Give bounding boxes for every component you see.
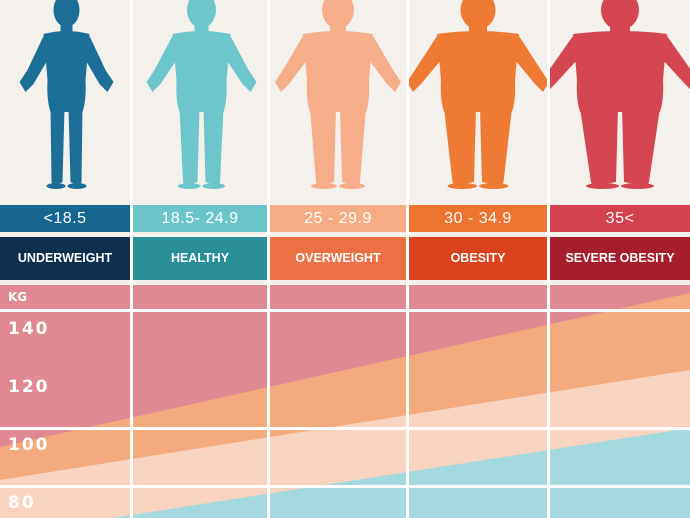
gridline-100 bbox=[0, 427, 690, 430]
bmi-range-underweight: <18.5 bbox=[0, 205, 130, 232]
weight-tick-120: 120 bbox=[8, 377, 50, 397]
obesity-figure-panel bbox=[407, 0, 549, 200]
category-healthy: HEALTHY bbox=[133, 237, 267, 280]
bmi-range-overweight: 25 - 29.9 bbox=[270, 205, 406, 232]
underweight-figure-icon bbox=[19, 0, 114, 189]
bmi-range-healthy: 18.5- 24.9 bbox=[133, 205, 267, 232]
weight-tick-140: 140 bbox=[8, 319, 50, 339]
underweight-figure-panel bbox=[0, 0, 133, 200]
column-divider bbox=[406, 0, 409, 518]
severe-obesity-figure-panel bbox=[541, 0, 690, 200]
band-healthy bbox=[112, 428, 690, 518]
category-underweight: UNDERWEIGHT bbox=[0, 237, 130, 280]
category-obesity: OBESITY bbox=[409, 237, 547, 280]
weight-tick-100: 100 bbox=[8, 435, 50, 455]
gridline-80 bbox=[0, 485, 690, 488]
bmi-range-obesity: 30 - 34.9 bbox=[409, 205, 547, 232]
healthy-figure-panel bbox=[136, 0, 267, 200]
bmi-range-severe-obesity: 35< bbox=[550, 205, 690, 232]
category-overweight: OVERWEIGHT bbox=[270, 237, 406, 280]
weight-tick-80: 80 bbox=[8, 493, 36, 513]
category-label-row: UNDERWEIGHT HEALTHY OVERWEIGHT OBESITY S… bbox=[0, 237, 690, 280]
gridline-140 bbox=[0, 309, 690, 312]
column-divider bbox=[267, 0, 270, 518]
weight-chart: KG 140 120 100 80 bbox=[0, 285, 690, 518]
column-divider bbox=[130, 0, 133, 518]
weight-unit-label: KG bbox=[8, 290, 28, 304]
severe-obesity-figure-icon bbox=[541, 0, 690, 189]
healthy-figure-icon bbox=[146, 0, 257, 189]
category-severe-obesity: SEVERE OBESITY bbox=[550, 237, 690, 280]
overweight-figure-icon bbox=[275, 0, 401, 189]
overweight-figure-panel bbox=[270, 0, 406, 200]
weight-bands bbox=[0, 285, 690, 518]
column-divider bbox=[547, 0, 550, 518]
bmi-range-row: <18.5 18.5- 24.9 25 - 29.9 30 - 34.9 35< bbox=[0, 205, 690, 232]
body-figures bbox=[0, 0, 690, 200]
obesity-figure-icon bbox=[407, 0, 549, 189]
